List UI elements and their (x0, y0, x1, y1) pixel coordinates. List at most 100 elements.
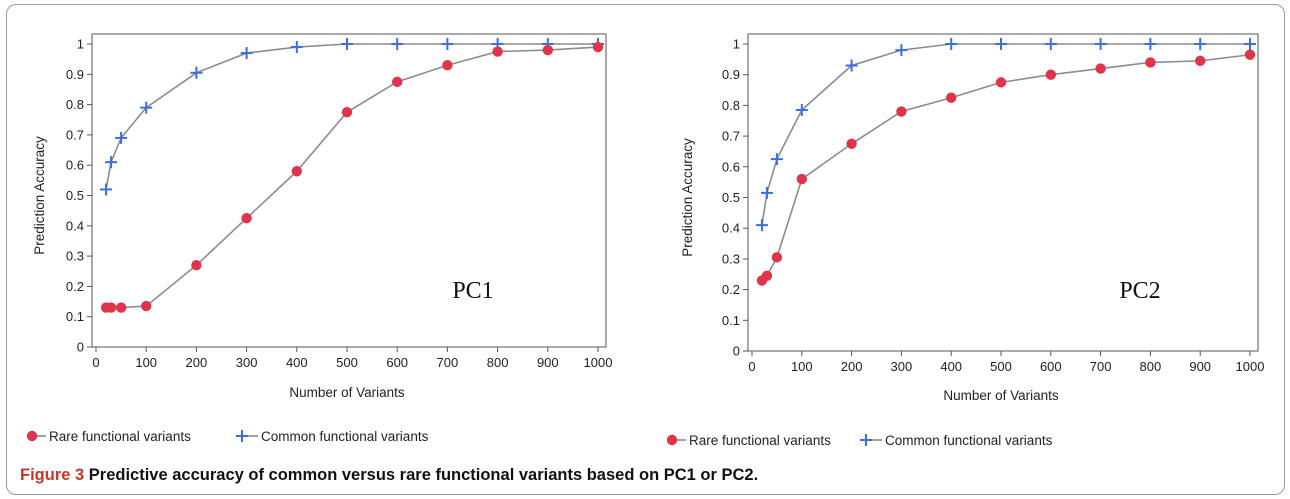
data-point-rare (846, 138, 857, 149)
y-axis-label: Prediction Accuracy (32, 136, 47, 255)
x-tick-label: 1000 (584, 355, 613, 370)
y-tick-label: 0 (77, 340, 84, 355)
data-point-common (290, 41, 303, 54)
data-point-common (895, 44, 908, 57)
legend: Rare functional variants Common functiona… (666, 433, 1053, 448)
figure-caption: Figure 3 Predictive accuracy of common v… (20, 466, 758, 485)
data-point-common (1194, 38, 1207, 50)
data-point-rare (241, 213, 252, 224)
x-tick-label: 300 (891, 359, 913, 374)
x-tick-label: 800 (1140, 359, 1162, 374)
data-point-rare (392, 76, 403, 88)
y-tick-label: 0 (733, 344, 740, 359)
series-markers-rare (100, 41, 604, 313)
data-point-common (391, 38, 404, 50)
y-tick-label: 0.3 (66, 249, 84, 264)
legend-rare-marker (666, 434, 678, 446)
data-point-rare (771, 252, 783, 263)
data-point-common (1094, 38, 1107, 50)
x-tick-label: 1000 (1236, 359, 1265, 374)
series-markers-rare (756, 49, 1256, 286)
data-point-common (341, 38, 353, 50)
x-tick-label: 300 (236, 355, 258, 370)
data-point-common (1244, 38, 1256, 50)
data-point-rare (191, 259, 202, 271)
legend-common-marker (860, 434, 872, 446)
data-point-rare (1244, 49, 1256, 60)
y-tick-label: 0.6 (722, 159, 740, 174)
y-tick-label: 1 (733, 37, 740, 52)
y-tick-label: 0.2 (66, 279, 84, 294)
y-tick-label: 0.1 (722, 313, 740, 328)
panel-label: PC1 (452, 278, 493, 304)
data-point-common (140, 101, 153, 114)
x-tick-label: 200 (841, 359, 863, 374)
data-point-common (760, 186, 773, 199)
data-point-rare (592, 41, 604, 53)
series-line-common (105, 43, 598, 190)
data-point-rare (291, 166, 302, 177)
figure-caption-text: Predictive accuracy of common versus rar… (88, 466, 759, 484)
data-point-common (755, 219, 768, 232)
data-point-common (795, 104, 808, 117)
data-point-rare (141, 300, 152, 312)
series-markers-common (100, 38, 604, 196)
data-point-rare (995, 77, 1007, 88)
data-point-rare (1195, 55, 1206, 67)
legend-rare-label: Rare functional variants (49, 429, 191, 444)
y-tick-label: 0.1 (66, 309, 84, 324)
y-tick-label: 0.3 (722, 251, 740, 266)
panel-label: PC2 (1119, 278, 1160, 304)
data-point-common (845, 59, 858, 72)
data-point-common (945, 38, 958, 50)
series-line-rare (761, 53, 1251, 281)
y-tick-label: 0.4 (722, 221, 740, 236)
y-tick-label: 0.8 (722, 98, 740, 113)
series-line-rare (106, 46, 599, 309)
plot-area (747, 33, 1259, 352)
y-axis-label: Prediction Accuracy (680, 138, 695, 257)
y-tick-label: 0.7 (722, 129, 740, 144)
x-tick-label: 700 (437, 355, 459, 370)
data-point-common (105, 156, 118, 169)
data-point-rare (492, 46, 503, 57)
x-tick-label: 400 (940, 359, 962, 374)
y-tick-label: 0.4 (66, 218, 84, 233)
x-tick-label: 0 (92, 355, 99, 370)
x-tick-label: 500 (336, 355, 358, 370)
x-tick-label: 800 (487, 355, 509, 370)
data-point-rare (946, 92, 957, 103)
data-point-common (770, 153, 783, 166)
y-tick-label: 0.5 (722, 190, 740, 205)
data-point-rare (542, 44, 553, 56)
x-tick-label: 400 (286, 355, 308, 370)
x-tick-label: 500 (990, 359, 1012, 374)
data-point-rare (1145, 57, 1156, 68)
data-point-rare (1095, 63, 1106, 74)
y-tick-label: 0.8 (66, 97, 84, 112)
x-tick-label: 700 (1090, 359, 1112, 374)
data-point-common (995, 38, 1007, 50)
legend-common-label: Common functional variants (261, 429, 429, 444)
x-tick-label: 600 (1040, 359, 1062, 374)
data-point-common (441, 38, 454, 50)
legend-rare-marker (26, 430, 38, 442)
legend-common-marker (236, 430, 248, 442)
y-tick-label: 0.9 (722, 67, 740, 82)
x-axis-label: Number of Variants (943, 388, 1059, 403)
plot-area (91, 33, 607, 348)
figure-frame (6, 4, 1285, 495)
data-point-rare (761, 270, 773, 281)
chart-panel-pc2: 0 0.1 0.2 0.3 0.4 0.5 0.6 0.7 0.8 0.9 1 0 100 200 300 4… (666, 33, 1265, 448)
y-tick-label: 0.2 (722, 282, 740, 297)
x-tick-label: 0 (748, 359, 755, 374)
y-tick-label: 1 (77, 37, 84, 52)
x-tick-label: 200 (186, 355, 208, 370)
series-markers-common (755, 38, 1256, 232)
data-point-rare (796, 173, 807, 185)
data-point-common (100, 183, 113, 196)
data-point-common (1044, 38, 1057, 50)
data-point-common (115, 131, 128, 144)
figure-label: Figure 3 (20, 466, 85, 484)
